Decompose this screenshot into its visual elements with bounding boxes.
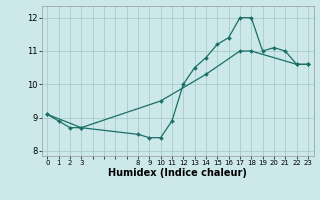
X-axis label: Humidex (Indice chaleur): Humidex (Indice chaleur): [108, 168, 247, 178]
